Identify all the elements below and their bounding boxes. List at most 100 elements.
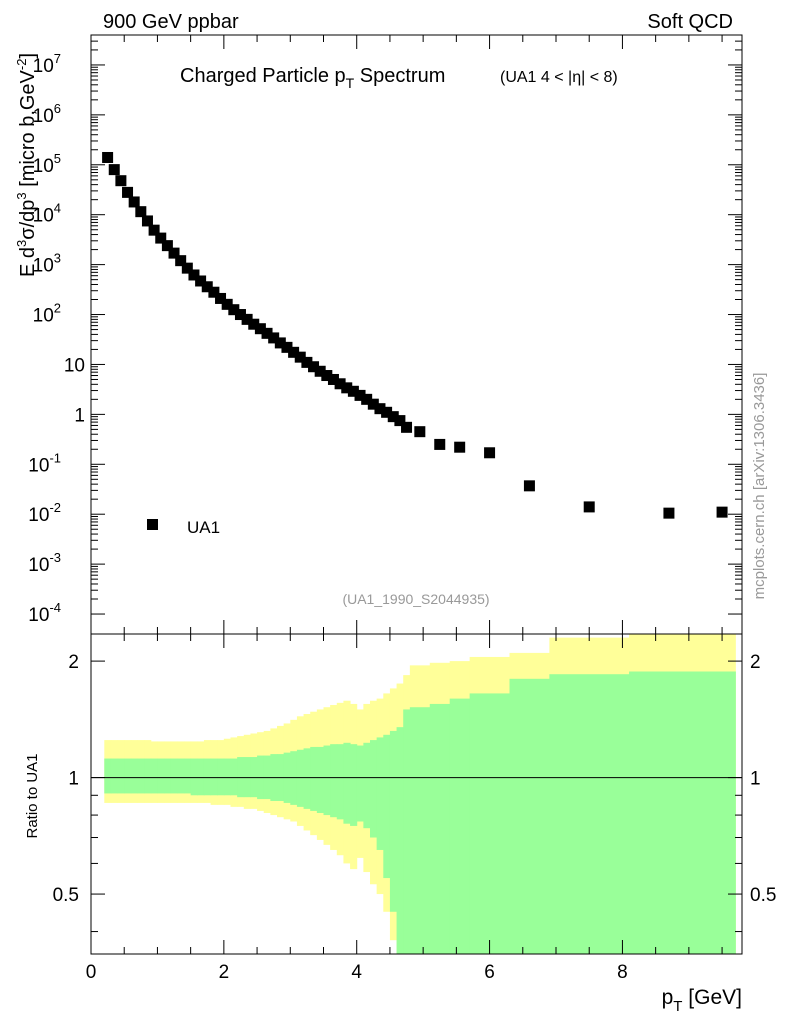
ratio-x-tick-label: 4: [351, 962, 362, 983]
ratio-band-bin: [223, 758, 231, 796]
side-credit-label: mcplots.cern.ch [arXiv:1306.3436]: [751, 373, 768, 600]
data-point: [374, 403, 386, 415]
ratio-plot-frame: [90, 633, 743, 955]
main-y-tick-label: 10: [64, 355, 85, 376]
data-point: [321, 370, 333, 382]
data-point: [314, 365, 326, 377]
ratio-band-bin: [343, 742, 351, 824]
data-point: [248, 318, 260, 330]
ratio-band-bin: [110, 758, 119, 794]
ratio-band-bin: [403, 709, 411, 954]
data-point: [387, 411, 399, 423]
data-point: [301, 356, 313, 368]
ratio-band-bin: [144, 758, 152, 794]
data-point: [102, 151, 114, 163]
main-y-tick-label: 10-3: [28, 550, 61, 576]
ratio-band-bin: [190, 758, 198, 796]
data-point: [381, 406, 393, 418]
data-point: [341, 382, 353, 394]
ratio-band-bin: [376, 737, 384, 850]
ratio-band-bin: [316, 746, 324, 813]
ratio-uncertainty-bands: [104, 634, 736, 954]
data-point: [434, 438, 446, 450]
ratio-band-bin: [370, 740, 378, 838]
data-point: [367, 398, 379, 410]
data-point: [334, 378, 346, 390]
ratio-band-bin: [137, 758, 145, 794]
data-point: [663, 507, 675, 519]
analysis-tag: (UA1_1990_S2044935): [342, 591, 489, 607]
main-y-tick-label: 104: [33, 201, 61, 227]
ratio-band-bin: [184, 758, 192, 794]
main-y-tick-label: 102: [33, 301, 61, 327]
ratio-band-bin: [310, 746, 318, 811]
ratio-band-bin: [210, 758, 218, 796]
ratio-band-bin: [217, 758, 225, 796]
data-point: [361, 393, 373, 405]
data-point: [115, 175, 127, 187]
data-point: [716, 506, 728, 518]
data-point: [308, 361, 320, 373]
main-y-tick-label: 103: [33, 251, 61, 277]
data-point: [208, 286, 220, 298]
header-left: 900 GeV ppbar: [103, 11, 239, 33]
ratio-band-bin: [356, 745, 364, 822]
ratio-y-tick-labels: 0.5 0.5 1 1 2 2: [53, 652, 777, 906]
ratio-band-bin: [336, 744, 344, 820]
ratio-band-bin: [150, 758, 158, 794]
data-point: [215, 292, 227, 304]
ratio-y-tick-label-right: 0.5: [750, 885, 776, 906]
data-point: [201, 281, 213, 293]
legend-label: UA1: [187, 518, 220, 537]
data-point: [288, 346, 300, 358]
main-y-tick-label: 10-1: [28, 450, 61, 476]
ratio-y-tick-label-right: 1: [750, 769, 761, 790]
data-point: [135, 206, 147, 218]
main-y-axis-label: E d3σ/dp3 [micro b,GeV-2]: [14, 53, 39, 277]
ratio-band-bin: [170, 758, 178, 794]
x-axis-label: pT [GeV]: [662, 986, 742, 1015]
data-point: [148, 224, 160, 236]
ratio-band-bin: [396, 727, 404, 954]
header-right: Soft QCD: [647, 11, 733, 33]
data-point: [175, 255, 187, 267]
data-point: [128, 196, 140, 208]
ratio-y-axis-label: Ratio to UA1: [24, 753, 41, 838]
data-point: [261, 327, 273, 339]
ratio-x-tick-label: 8: [617, 962, 628, 983]
ratio-x-tick-label: 0: [86, 962, 97, 983]
data-point: [583, 501, 595, 513]
data-point: [141, 215, 153, 227]
ratio-band-bin: [323, 745, 331, 816]
main-y-tick-label: 10-2: [28, 500, 61, 526]
main-y-tick-label: 106: [33, 101, 61, 127]
data-points-ua1: [102, 151, 728, 519]
ratio-band-bin: [124, 758, 132, 794]
data-point: [228, 304, 240, 316]
ratio-band-bin: [303, 748, 311, 809]
ratio-band-bin: [197, 758, 205, 796]
ratio-band-bin: [363, 742, 371, 829]
ratio-band-bin: [509, 678, 550, 954]
ratio-band-bin: [708, 671, 736, 954]
data-point: [254, 323, 266, 335]
data-point: [155, 232, 167, 244]
ratio-band-bin: [469, 693, 510, 954]
title-range: (UA1 4 < |η| < 8): [500, 69, 618, 86]
ratio-band-bin: [230, 758, 238, 796]
main-y-tick-label: 107: [33, 51, 61, 77]
data-point: [394, 415, 406, 427]
data-point: [274, 337, 286, 349]
ratio-band-bin: [117, 758, 125, 794]
title-main: Charged Particle pT Spectrum: [180, 65, 445, 91]
ratio-band-bin: [164, 758, 172, 794]
data-point: [327, 373, 339, 385]
legend-marker: [147, 519, 158, 530]
legend: UA1: [147, 518, 220, 537]
ratio-band-bin: [104, 758, 112, 794]
data-point: [281, 341, 293, 353]
ratio-x-tick-labels: 0 2 4 6 8: [86, 962, 628, 983]
data-point: [347, 385, 359, 397]
ratio-y-tick-label: 2: [68, 652, 79, 673]
